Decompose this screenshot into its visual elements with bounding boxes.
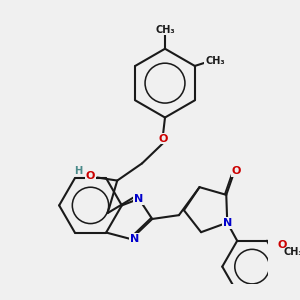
Text: H: H (74, 166, 82, 176)
Text: O: O (158, 134, 168, 143)
Text: N: N (130, 234, 139, 244)
Text: O: O (232, 166, 241, 176)
Text: N: N (134, 194, 143, 204)
Text: N: N (223, 218, 232, 228)
Text: CH₃: CH₃ (155, 25, 175, 34)
Text: CH₃: CH₃ (205, 56, 225, 66)
Text: CH₃: CH₃ (284, 247, 300, 257)
Text: O: O (86, 171, 95, 182)
Text: O: O (278, 240, 287, 250)
